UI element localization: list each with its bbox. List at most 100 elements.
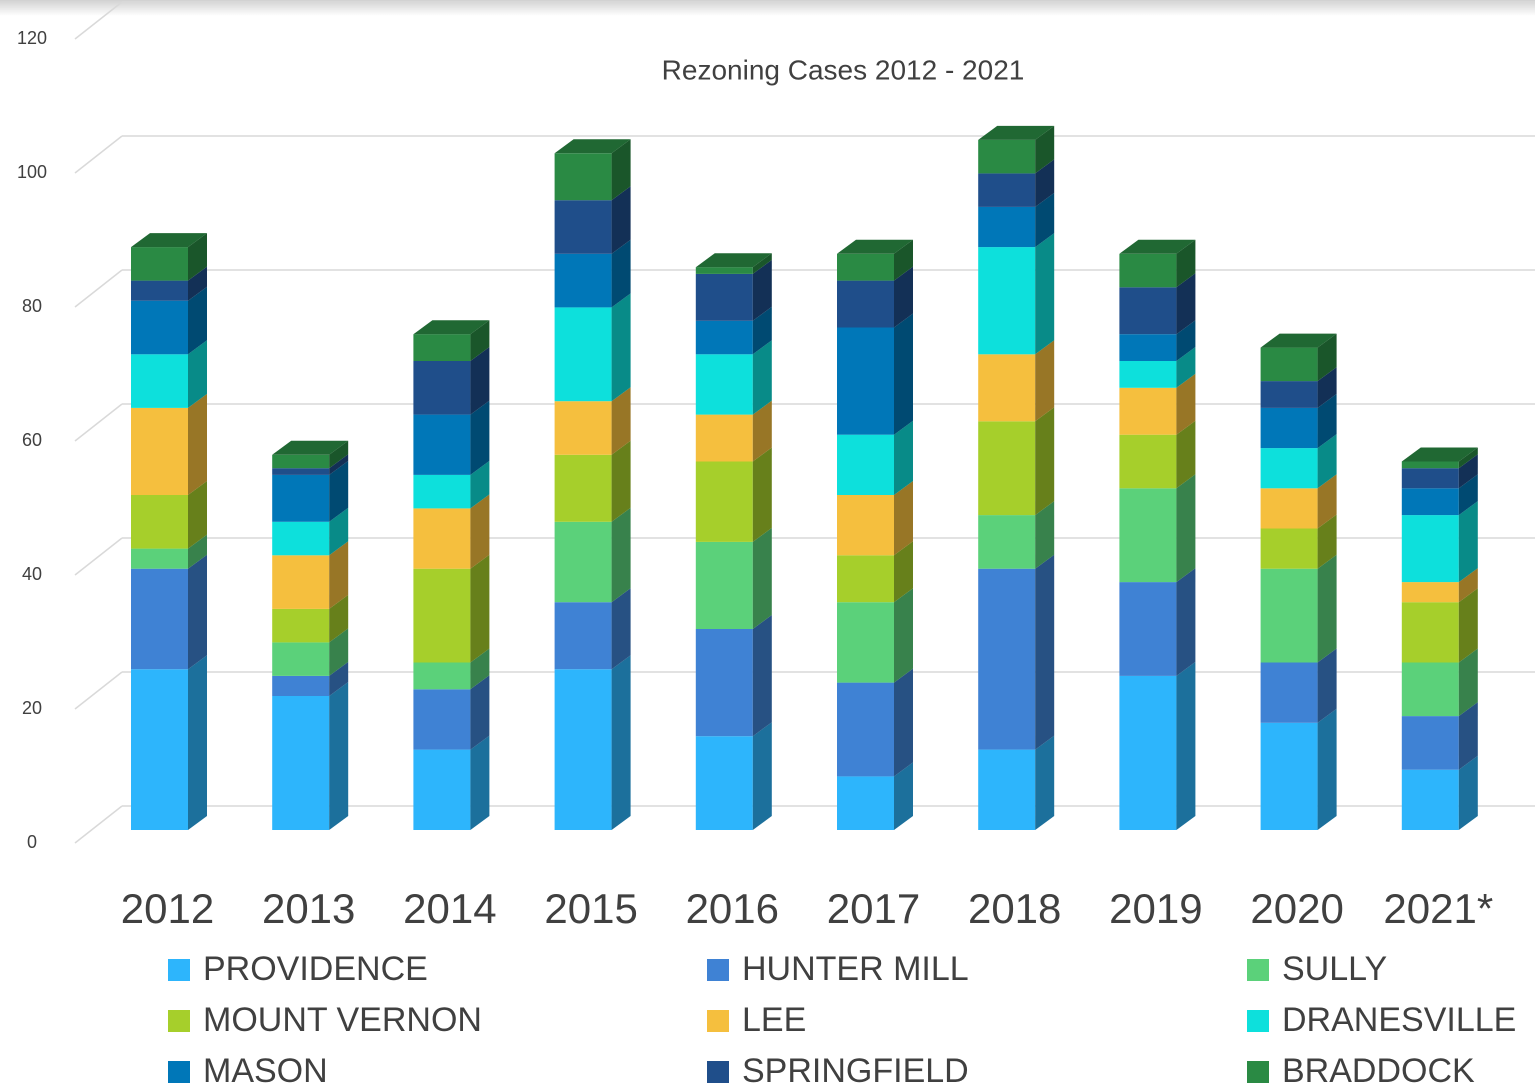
bar-segment	[978, 206, 1036, 248]
bar-segment	[1119, 334, 1177, 361]
legend-swatch	[707, 1061, 729, 1083]
bar-segment-side	[611, 387, 631, 455]
grid-line	[74, 671, 123, 710]
bar-segment	[695, 267, 753, 274]
legend-label: LEE	[742, 1001, 806, 1039]
x-tick-label: 2012	[121, 885, 214, 932]
bar-segment-side	[894, 420, 913, 495]
bar-segment-side	[329, 541, 349, 609]
bar-top	[1119, 239, 1196, 254]
bar-segment-side	[329, 661, 349, 696]
legend-swatch	[1247, 1061, 1269, 1083]
legend-label: PROVIDENCE	[203, 950, 428, 988]
bar-segment	[413, 662, 471, 690]
bar-segment	[554, 602, 612, 670]
bar-segment	[978, 421, 1036, 516]
bar-segment	[978, 247, 1036, 355]
bar-segment-side	[329, 460, 349, 522]
chart-title: Rezoning Cases 2012 - 2021	[662, 54, 1025, 85]
bar-segment	[837, 682, 894, 777]
bar-segment-side	[1317, 554, 1337, 663]
bar-segment	[272, 675, 330, 696]
bar-segment-side	[1176, 568, 1196, 676]
bar-segment-side	[329, 682, 349, 830]
bar-segment-side	[329, 628, 349, 676]
bar-segment	[272, 521, 330, 556]
y-tick-label: 60	[22, 430, 42, 450]
bar-segment	[554, 521, 612, 603]
x-tick-label: 2014	[403, 885, 496, 932]
bar-segment-side	[752, 527, 772, 629]
bar-segment-side	[1317, 367, 1337, 408]
bar-segment-side	[1458, 702, 1478, 770]
bar-segment	[554, 401, 612, 455]
bar-top	[131, 233, 207, 248]
bar-segment-side	[1458, 648, 1478, 717]
legend-label: SULLY	[1282, 950, 1387, 988]
bar-top	[837, 239, 913, 254]
bar-segment	[1401, 716, 1459, 770]
bar-segment	[837, 280, 894, 328]
bar-segment-side	[188, 393, 207, 495]
bar-segment-side	[1317, 514, 1337, 569]
bar-segment-side	[1176, 239, 1196, 288]
bar-segment	[413, 414, 471, 475]
bar-segment	[978, 568, 1036, 750]
bar-segment-side	[329, 594, 349, 643]
bar-segment-side	[894, 588, 913, 683]
bar-segment	[413, 568, 471, 663]
bar-segment	[554, 153, 612, 201]
bar-segment	[1401, 582, 1459, 603]
bar-segment-side	[329, 440, 349, 469]
bar-segment-side	[611, 588, 631, 670]
bar-segment	[1119, 361, 1177, 388]
bar-segment	[554, 454, 612, 522]
legend-swatch	[1247, 959, 1269, 981]
bar-segment-side	[188, 266, 207, 301]
bar-segment-side	[1176, 420, 1196, 489]
bar-segment-side	[894, 668, 913, 777]
bar-segment-side	[188, 534, 207, 569]
legend-label: SPRINGFIELD	[742, 1052, 969, 1087]
bar-segment	[131, 407, 188, 495]
grid-line	[74, 269, 123, 308]
legend-swatch	[168, 1061, 190, 1083]
legend-swatch	[1247, 1010, 1269, 1032]
bar-segment-side	[894, 239, 913, 281]
bar-segment-side	[752, 615, 772, 737]
x-tick-label: 2015	[544, 885, 637, 932]
bar-segment-side	[752, 400, 772, 462]
bar-segment-side	[188, 655, 207, 830]
bar-segment	[131, 548, 188, 569]
x-tick-label: 2021*	[1383, 885, 1493, 932]
bar-segment	[1401, 515, 1459, 583]
bar-segment	[1119, 434, 1177, 489]
bar-segment	[131, 300, 188, 355]
bar-segment	[837, 602, 894, 683]
bar-segment	[978, 515, 1036, 569]
bar-segment-side	[188, 286, 207, 355]
bar-segment	[272, 454, 330, 469]
bar-segment-side	[1035, 192, 1055, 248]
bar-segment-side	[1176, 661, 1196, 830]
bar-segment	[131, 247, 188, 281]
bar-segment-side	[894, 313, 913, 435]
bar-segment-side	[470, 460, 490, 509]
bar-top	[978, 125, 1055, 140]
bar-segment	[413, 508, 471, 569]
bar-segment	[413, 689, 471, 750]
legend-swatch	[707, 1010, 729, 1032]
bar-segment	[413, 334, 471, 361]
bar-segment	[1119, 488, 1177, 583]
y-tick-label: 80	[22, 296, 42, 316]
bar-segment	[1401, 602, 1459, 663]
bar-segment	[272, 608, 330, 643]
bar-segment-side	[1458, 568, 1478, 603]
bar-segment	[1119, 582, 1177, 676]
bar-segment-side	[470, 648, 490, 690]
legend-label: HUNTER MILL	[742, 950, 969, 988]
bar-segment	[413, 474, 471, 509]
bar-segment	[837, 776, 894, 830]
bar-segment-side	[752, 306, 772, 355]
x-tick-label: 2020	[1250, 885, 1343, 932]
